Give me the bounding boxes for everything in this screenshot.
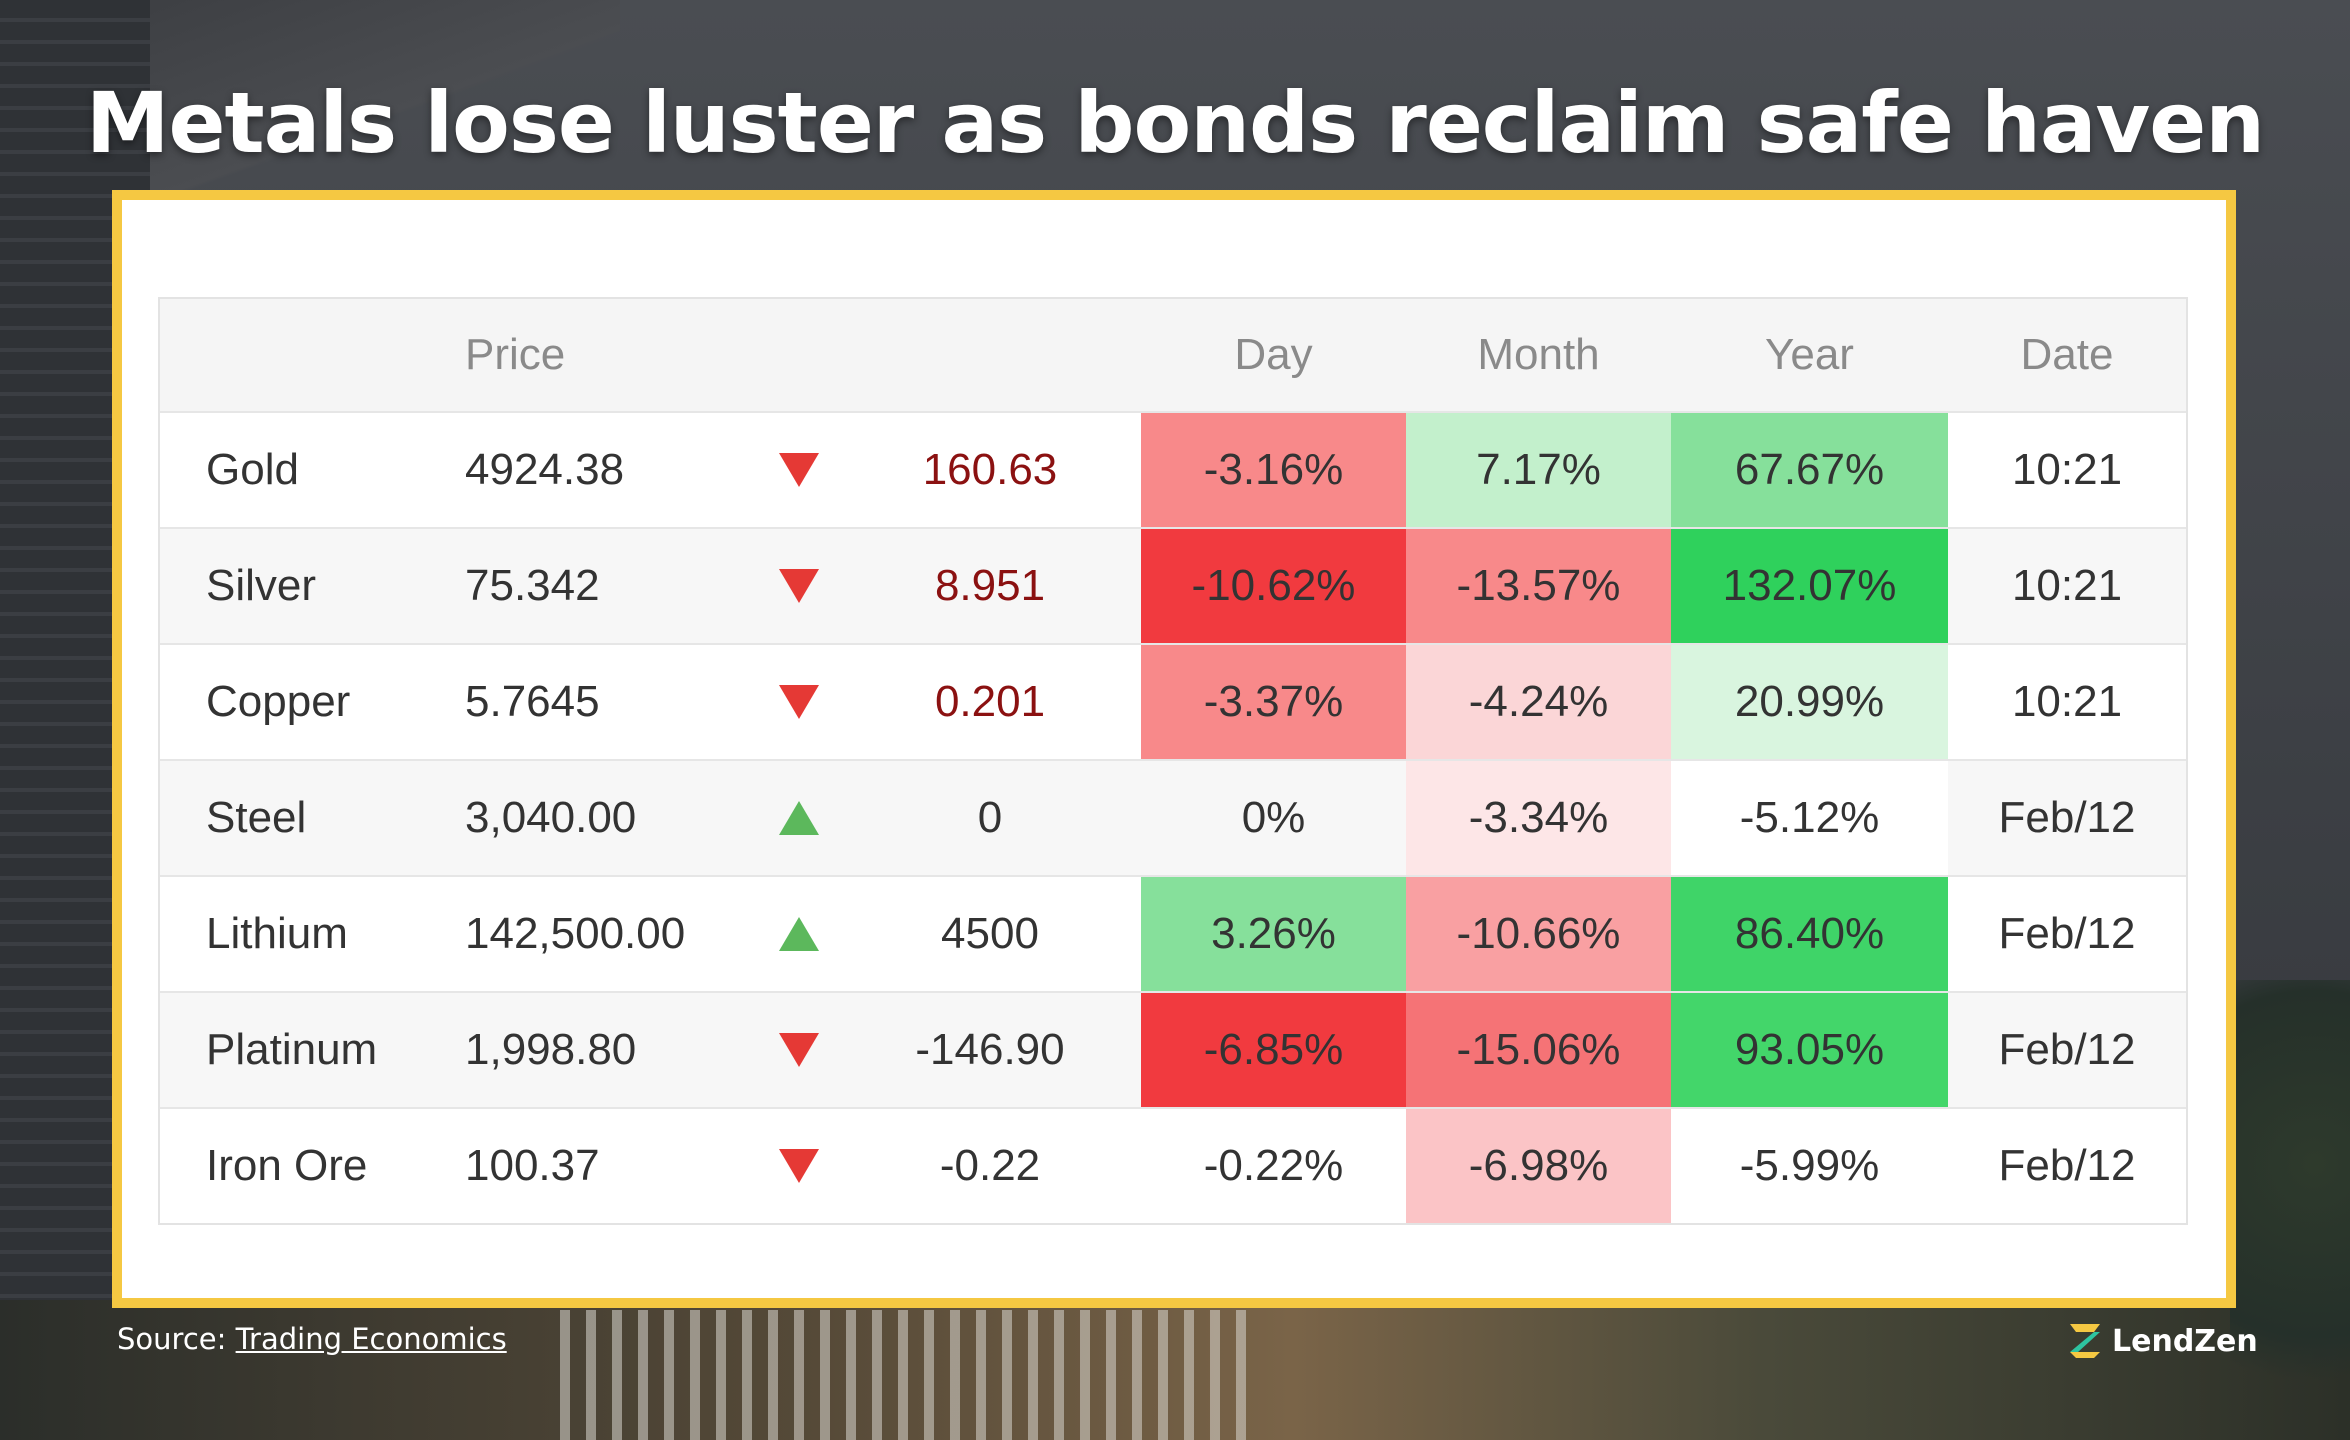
year-change: 20.99% <box>1671 645 1948 759</box>
direction-cell <box>759 529 839 643</box>
down-arrow-icon <box>779 453 819 487</box>
year-change: -5.12% <box>1671 761 1948 875</box>
metal-price: 3,040.00 <box>465 793 637 842</box>
update-date: Feb/12 <box>1998 1141 2136 1190</box>
down-arrow-icon <box>779 685 819 719</box>
price-change: 8.951 <box>934 561 1046 610</box>
source-prefix: Source: <box>117 1322 236 1356</box>
month-change: -15.06% <box>1406 993 1671 1107</box>
metal-price: 5.7645 <box>465 677 600 726</box>
day-change: -3.37% <box>1141 645 1406 759</box>
year-change: 67.67% <box>1671 413 1948 527</box>
day-change: -0.22% <box>1203 1141 1344 1190</box>
update-date: 10:21 <box>2011 445 2123 494</box>
month-change: -3.34% <box>1406 761 1671 875</box>
metal-name: Silver <box>206 561 317 610</box>
logo-text: LendZen <box>2112 1323 2258 1359</box>
month-change: 7.17% <box>1406 413 1671 527</box>
lendzen-logo-icon <box>2070 1324 2100 1358</box>
metal-price: 142,500.00 <box>465 909 686 958</box>
background-tree <box>2230 980 2350 1440</box>
header-price: Price <box>465 330 566 379</box>
background-fence <box>560 1310 1260 1440</box>
update-date: 10:21 <box>2011 677 2123 726</box>
year-change: 93.05% <box>1671 993 1948 1107</box>
month-change: -4.24% <box>1406 645 1671 759</box>
table-row: Iron Ore 100.37 -0.22 -0.22% -6.98% -5.99% Feb… <box>160 1107 2186 1223</box>
price-change: -0.22 <box>939 1141 1041 1190</box>
header-year: Year <box>1765 330 1854 379</box>
year-change: 132.07% <box>1671 529 1948 643</box>
update-date: Feb/12 <box>1998 793 2136 842</box>
price-change: 0 <box>977 793 1003 842</box>
up-arrow-icon <box>779 917 819 951</box>
source-credit: Source: Trading Economics <box>117 1322 507 1356</box>
metal-price: 1,998.80 <box>465 1025 637 1074</box>
header-date: Date <box>2020 330 2114 379</box>
page-title: Metals lose luster as bonds reclaim safe… <box>85 74 2265 172</box>
day-change: 0% <box>1241 793 1306 842</box>
brand-logo: LendZen <box>2068 1322 2258 1360</box>
metal-price: 100.37 <box>465 1141 600 1190</box>
metal-name: Lithium <box>206 909 348 958</box>
update-date: Feb/12 <box>1998 1025 2136 1074</box>
metal-name: Steel <box>206 793 307 842</box>
price-change: 0.201 <box>934 677 1046 726</box>
table-row: Platinum 1,998.80 -146.90 -6.85% -15.06% 93.0… <box>160 991 2186 1107</box>
direction-cell <box>759 877 839 991</box>
table-header-row: Price Day Month Year Date <box>160 299 2186 411</box>
header-day: Day <box>1234 330 1313 379</box>
year-change: 86.40% <box>1671 877 1948 991</box>
price-change: -146.90 <box>915 1025 1065 1074</box>
direction-cell <box>759 413 839 527</box>
metals-table: Price Day Month Year Date Gold 4924.38 160… <box>158 297 2188 1225</box>
header-change <box>839 299 1141 411</box>
metal-name: Platinum <box>206 1025 378 1074</box>
table-panel: Price Day Month Year Date Gold 4924.38 160… <box>112 190 2236 1308</box>
metal-name: Iron Ore <box>206 1141 368 1190</box>
metal-name: Copper <box>206 677 351 726</box>
table-row: Silver 75.342 8.951 -10.62% -13.57% 132.07% 10… <box>160 527 2186 643</box>
month-change: -6.98% <box>1406 1109 1671 1223</box>
month-change: -10.66% <box>1406 877 1671 991</box>
update-date: 10:21 <box>2011 561 2123 610</box>
header-month: Month <box>1477 330 1600 379</box>
table-row: Steel 3,040.00 0 0% -3.34% -5.12% Feb/12 <box>160 759 2186 875</box>
year-change: -5.99% <box>1739 1141 1880 1190</box>
table-body: Gold 4924.38 160.63 -3.16% 7.17% 67.67% 10:21 S… <box>160 411 2186 1223</box>
direction-cell <box>759 1109 839 1223</box>
header-arrow <box>759 299 839 411</box>
header-name <box>160 299 439 411</box>
table-row: Lithium 142,500.00 4500 3.26% -10.66% 86.40% F… <box>160 875 2186 991</box>
down-arrow-icon <box>779 1033 819 1067</box>
direction-cell <box>759 993 839 1107</box>
table-row: Gold 4924.38 160.63 -3.16% 7.17% 67.67% 10:21 <box>160 411 2186 527</box>
down-arrow-icon <box>779 569 819 603</box>
day-change: -10.62% <box>1141 529 1406 643</box>
month-change: -13.57% <box>1406 529 1671 643</box>
table-row: Copper 5.7645 0.201 -3.37% -4.24% 20.99% 10:21 <box>160 643 2186 759</box>
down-arrow-icon <box>779 1149 819 1183</box>
source-link[interactable]: Trading Economics <box>235 1322 507 1356</box>
update-date: Feb/12 <box>1998 909 2136 958</box>
direction-cell <box>759 761 839 875</box>
day-change: 3.26% <box>1141 877 1406 991</box>
day-change: -3.16% <box>1141 413 1406 527</box>
metal-price: 4924.38 <box>465 445 625 494</box>
price-change: 4500 <box>941 909 1039 958</box>
metal-price: 75.342 <box>465 561 600 610</box>
up-arrow-icon <box>779 801 819 835</box>
price-change: 160.63 <box>922 445 1058 494</box>
direction-cell <box>759 645 839 759</box>
day-change: -6.85% <box>1141 993 1406 1107</box>
metal-name: Gold <box>206 445 299 494</box>
